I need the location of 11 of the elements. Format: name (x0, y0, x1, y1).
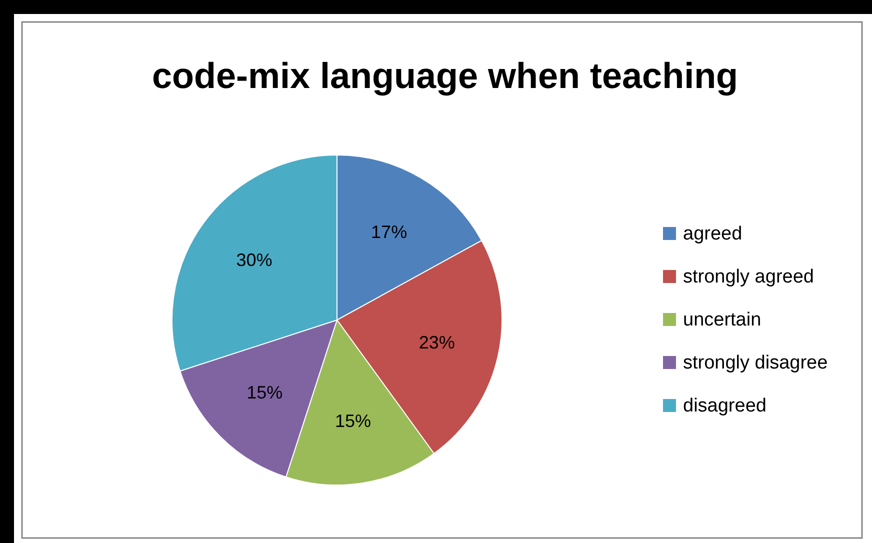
data-label: 17% (371, 222, 408, 242)
data-label: 15% (246, 382, 283, 402)
data-label: 23% (418, 332, 455, 352)
data-label: 30% (236, 250, 272, 270)
legend-label: agreed (683, 224, 742, 244)
data-label: 15% (334, 411, 372, 432)
legend-label: uncertain (683, 310, 762, 330)
legend-label: strongly agreed (683, 266, 814, 288)
chart-title: code-mix language when teaching (152, 55, 738, 96)
legend-label: strongly disagree (683, 352, 828, 374)
legend-label: disagreed (683, 396, 766, 416)
